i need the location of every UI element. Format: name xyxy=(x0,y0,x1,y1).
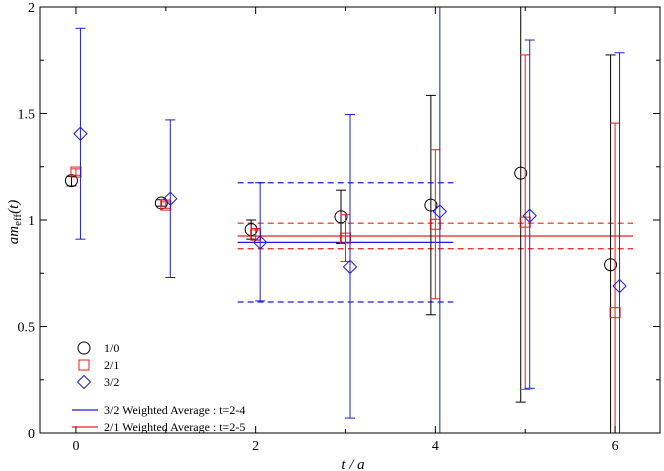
legend-marker xyxy=(77,341,91,355)
data-point xyxy=(342,259,358,275)
data-point xyxy=(334,210,348,224)
legend-label: 2/1 Weighted Average : t=2-5 xyxy=(104,420,245,434)
data-point xyxy=(340,232,352,244)
series-2-1 xyxy=(70,54,621,433)
y-tick-label: 0 xyxy=(28,427,35,442)
legend-marker xyxy=(78,359,90,371)
series-1-0 xyxy=(64,7,618,433)
data-point xyxy=(64,174,78,188)
data-point xyxy=(70,166,82,178)
data-point xyxy=(424,198,438,212)
data-point xyxy=(604,258,618,272)
y-axis-label: ameff(t) xyxy=(6,200,24,245)
legend-label: 2/1 xyxy=(104,358,119,372)
legend-label: 3/2 xyxy=(104,375,119,389)
data-point xyxy=(514,166,528,180)
legend-label: 3/2 Weighted Average : t=2-4 xyxy=(104,403,245,417)
y-tick-label: 1.5 xyxy=(18,108,36,123)
data-point xyxy=(609,307,621,319)
y-tick-label: 1 xyxy=(28,214,35,229)
x-tick-label: 0 xyxy=(72,439,79,454)
x-tick-label: 2 xyxy=(252,439,259,454)
data-point xyxy=(432,204,448,219)
x-axis-label: t / a xyxy=(341,457,364,471)
data-point xyxy=(429,218,441,230)
data-point xyxy=(252,235,268,250)
y-tick-label: 2 xyxy=(28,1,35,16)
series-3-2 xyxy=(73,7,627,433)
data-point xyxy=(154,196,168,210)
series-layer xyxy=(64,7,627,433)
x-tick-label: 6 xyxy=(612,439,619,454)
y-tick-label: 0.5 xyxy=(18,321,36,336)
legend-label: 1/0 xyxy=(104,341,119,355)
legend-marker xyxy=(76,374,92,390)
data-point xyxy=(163,191,178,206)
axes-layer: 0 2 4 6 0 0.5 1 1.5 2 xyxy=(18,1,660,454)
data-point xyxy=(612,278,627,294)
data-point xyxy=(522,208,537,223)
x-tick-label: 4 xyxy=(432,439,439,454)
data-point xyxy=(73,126,88,141)
legend: 1/0 2/1 3/2 3/2 Weighted Average : t=2-4 2/1… xyxy=(72,341,245,434)
